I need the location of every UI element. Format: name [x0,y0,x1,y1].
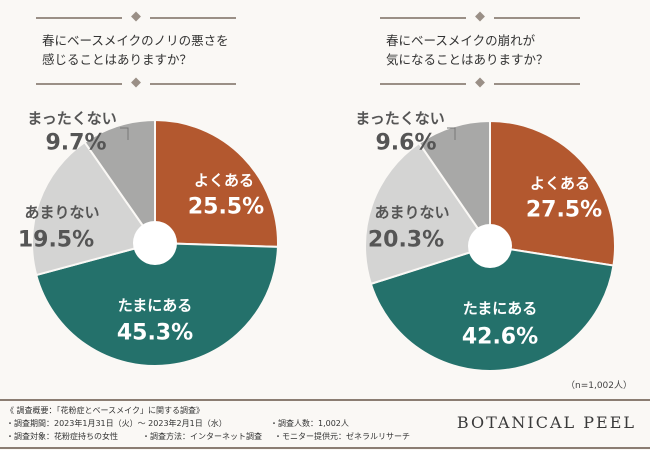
slice-label: あまりない [24,203,100,222]
slice-label: まったくない [27,109,117,128]
donut-hole [133,221,177,265]
survey-summary: 《 調査概要：「花粉症とベースメイク」に関する調査》 ・調査期間：2023年1月… [6,404,410,443]
donut-hole [468,224,512,268]
footer-divider [0,399,650,401]
divider [380,77,580,88]
pie-chart-1 [31,118,279,367]
data-label: 45.3% [116,320,194,346]
divider [36,11,236,22]
slice-label: よくある [529,174,591,193]
chart-2-title: 春にベースメイクの崩れが 気になることはありますか？ [386,33,549,67]
leader-line [120,127,129,140]
divider [36,77,236,88]
survey-target: ・調査対象：花粉症持ちの女性 [6,432,118,441]
pie-slice-4 [83,118,156,247]
footer-divider [0,447,650,449]
pie-slice-2 [369,244,615,372]
sample-size-note: （n=1,002人） [565,381,632,391]
data-label: 9.7% [45,130,107,156]
pie-slice-3 [31,140,157,277]
pie-slice-4 [417,119,491,250]
divider [380,11,580,22]
survey-heading: 《 調査概要：「花粉症とベースメイク」に関する調査》 [6,406,204,415]
pie-chart-2 [364,119,616,372]
leader-line [447,127,456,140]
slice-label: たまにある [462,299,538,318]
chart-1-title: 春にベースメイクのノリの悪さを 感じることはありますか？ [42,33,229,67]
data-label: 42.6% [461,324,539,350]
survey-period: ・調査期間：2023年1月31日（火）～ 2023年2月1日（水） [6,419,227,428]
data-label: 27.5% [525,197,603,223]
data-label: 25.5% [187,194,265,220]
survey-provider: ・モニター提供元：ゼネラルリサーチ [274,432,410,441]
pie-slice-1 [489,119,616,267]
data-label: 19.5% [17,227,95,253]
pie-slice-1 [154,118,279,248]
data-label: 20.3% [367,227,445,253]
chart-1-title-block: 春にベースメイクのノリの悪さを 感じることはありますか？ [36,11,236,88]
pie-slice-2 [35,241,279,367]
slice-label: よくある [193,171,255,190]
survey-count: ・調査人数：1,002人 [270,419,349,428]
brand-logo: BOTANICAL PEEL [456,413,636,432]
slice-label: あまりない [374,203,450,222]
slice-label: たまにある [117,296,193,315]
pie-charts [31,118,616,372]
data-label: 9.6% [375,130,437,156]
chart-2-title-block: 春にベースメイクの崩れが 気になることはありますか？ [380,11,580,88]
slice-label: まったくない [355,109,445,128]
pie-slice-3 [364,141,492,286]
survey-method: ・調査方法：インターネット調査 [142,432,262,441]
